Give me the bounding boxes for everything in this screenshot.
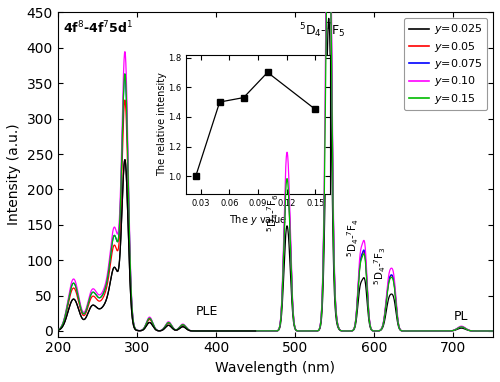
- Text: $^5$D$_4$-$^7$F$_5$: $^5$D$_4$-$^7$F$_5$: [299, 21, 346, 40]
- Text: PL: PL: [454, 310, 468, 323]
- Legend: $y$=0.025, $y$=0.05, $y$=0.075, $y$=0.10, $y$=0.15: $y$=0.025, $y$=0.05, $y$=0.075, $y$=0.10…: [404, 18, 487, 110]
- X-axis label: Wavelength (nm): Wavelength (nm): [216, 361, 336, 375]
- Text: $^5$D$_4$-$^7$F$_4$: $^5$D$_4$-$^7$F$_4$: [345, 218, 360, 257]
- Y-axis label: Intensity (a.u.): Intensity (a.u.): [7, 124, 21, 225]
- Text: $^5$D$_4$-$^7$F$_6$: $^5$D$_4$-$^7$F$_6$: [265, 193, 280, 232]
- Text: PLE: PLE: [196, 305, 218, 319]
- Text: 4f$^8$-4f$^7$5d$^1$: 4f$^8$-4f$^7$5d$^1$: [64, 20, 134, 37]
- Text: $^5$D$_4$-$^7$F$_3$: $^5$D$_4$-$^7$F$_3$: [372, 246, 388, 285]
